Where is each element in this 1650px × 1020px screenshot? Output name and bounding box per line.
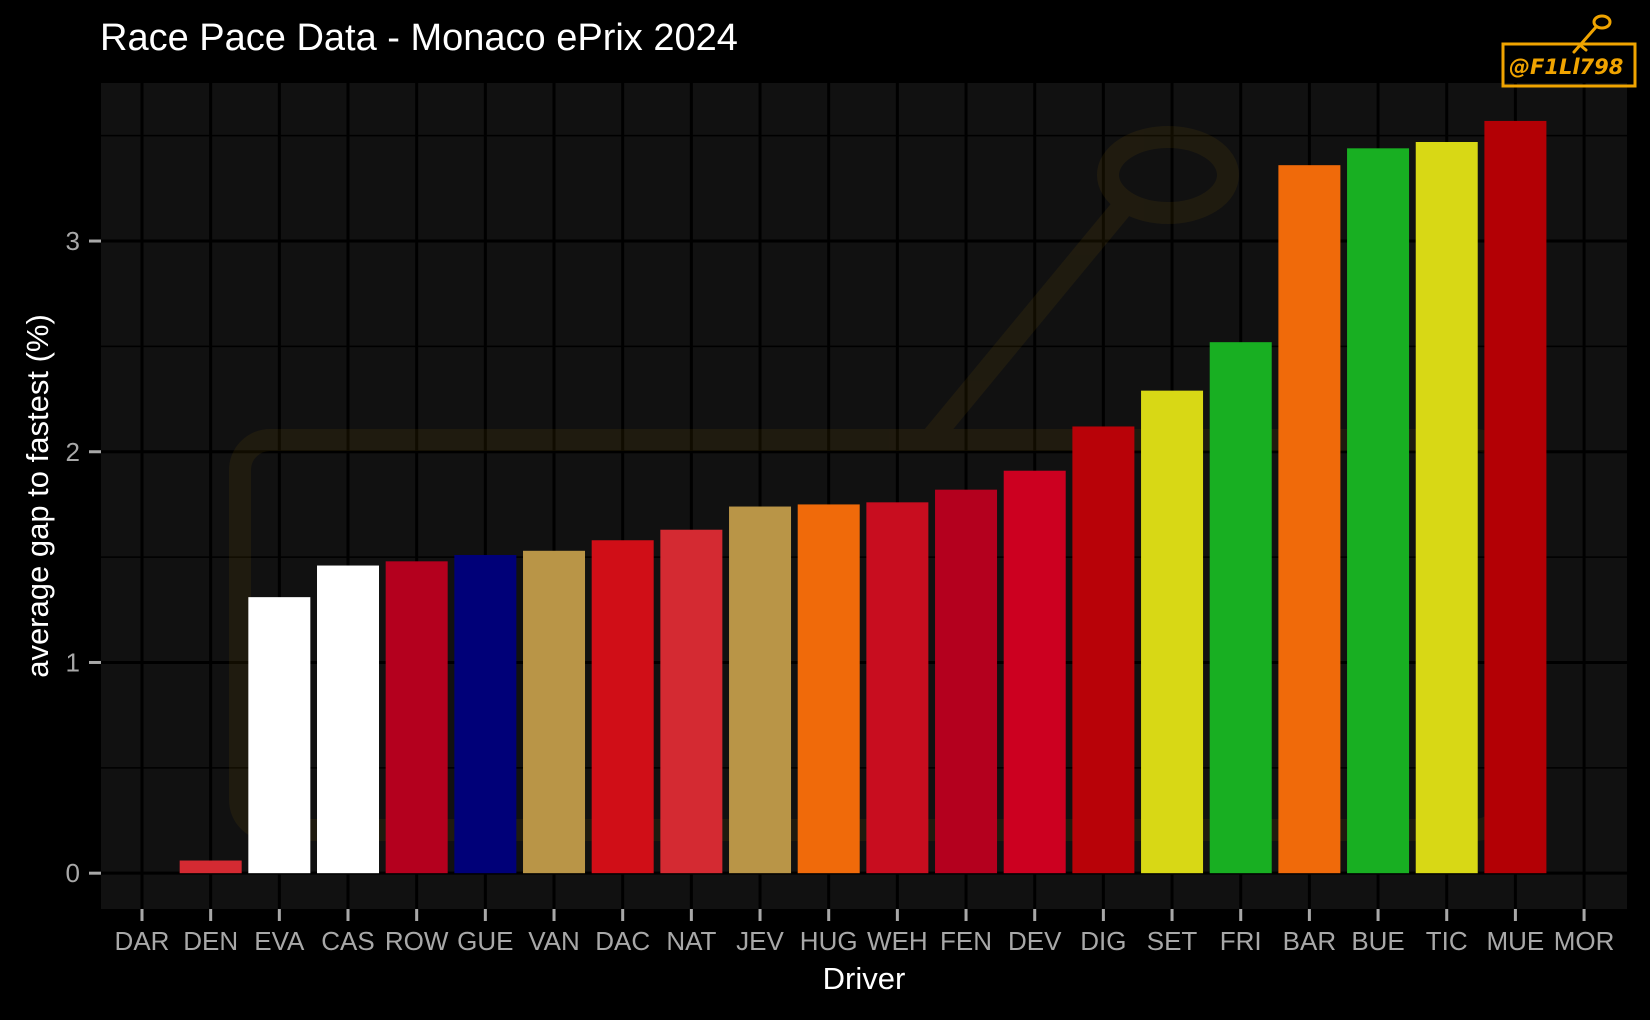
x-tick-label: EVA [254,926,305,956]
bar-tic [1415,142,1478,874]
bar-fen [935,489,998,874]
x-tick-label: DIG [1080,926,1126,956]
x-axis: DAR DEN EVA CAS ROW GUE VAN DAC NAT JEV HUG WEH FEN D… [115,909,1615,956]
bar-gue [454,555,517,874]
signature-text: @F1Ll798 [1509,55,1623,79]
bar-dev [1003,470,1066,874]
y-axis-title: average gap to fastest (%) [20,314,55,678]
bar-dac [591,540,654,874]
x-tick-label: ROW [385,926,449,956]
x-tick-label: MUE [1487,926,1545,956]
x-tick-label: NAT [666,926,716,956]
bar-hug [797,504,860,874]
signature-watermark: @F1Ll798 [1501,14,1637,88]
bar-set [1141,390,1204,874]
y-tick-label: 1 [66,647,80,677]
x-tick-label: BAR [1283,926,1336,956]
bar-dig [1072,426,1135,874]
bar-cas [317,565,380,874]
bar-bue [1347,148,1410,874]
chart-title: Race Pace Data - Monaco ePrix 2024 [100,17,738,59]
x-tick-label: DAC [595,926,650,956]
x-tick-label: GUE [457,926,513,956]
x-tick-label: FRI [1220,926,1262,956]
x-tick-label: DEN [183,926,238,956]
x-tick-label: WEH [867,926,928,956]
x-tick-label: FEN [940,926,992,956]
bar-den [179,860,242,874]
bar-van [523,550,586,874]
x-tick-label: TIC [1426,926,1468,956]
x-tick-label: JEV [736,926,784,956]
x-tick-label: DAR [115,926,170,956]
bar-mue [1484,120,1547,874]
x-axis-title: Driver [823,961,906,996]
y-tick-label: 3 [66,226,80,256]
bar-jev [729,506,792,874]
bar-fri [1209,342,1272,874]
y-axis: 0 1 2 3 [66,226,101,888]
bar-row [385,561,448,874]
x-tick-label: DEV [1008,926,1062,956]
x-tick-label: HUG [800,926,858,956]
bars [179,120,1547,874]
signature-frame [1501,42,1637,88]
x-tick-label: MOR [1554,926,1615,956]
key-icon [1572,14,1612,54]
y-tick-label: 2 [66,437,80,467]
x-tick-label: VAN [528,926,580,956]
x-tick-label: SET [1147,926,1198,956]
bar-eva [248,597,311,874]
bar-bar [1278,165,1341,874]
bar-nat [660,529,723,874]
y-tick-label: 0 [66,858,80,888]
x-tick-label: BUE [1351,926,1404,956]
bar-weh [866,502,929,874]
x-tick-label: CAS [321,926,374,956]
